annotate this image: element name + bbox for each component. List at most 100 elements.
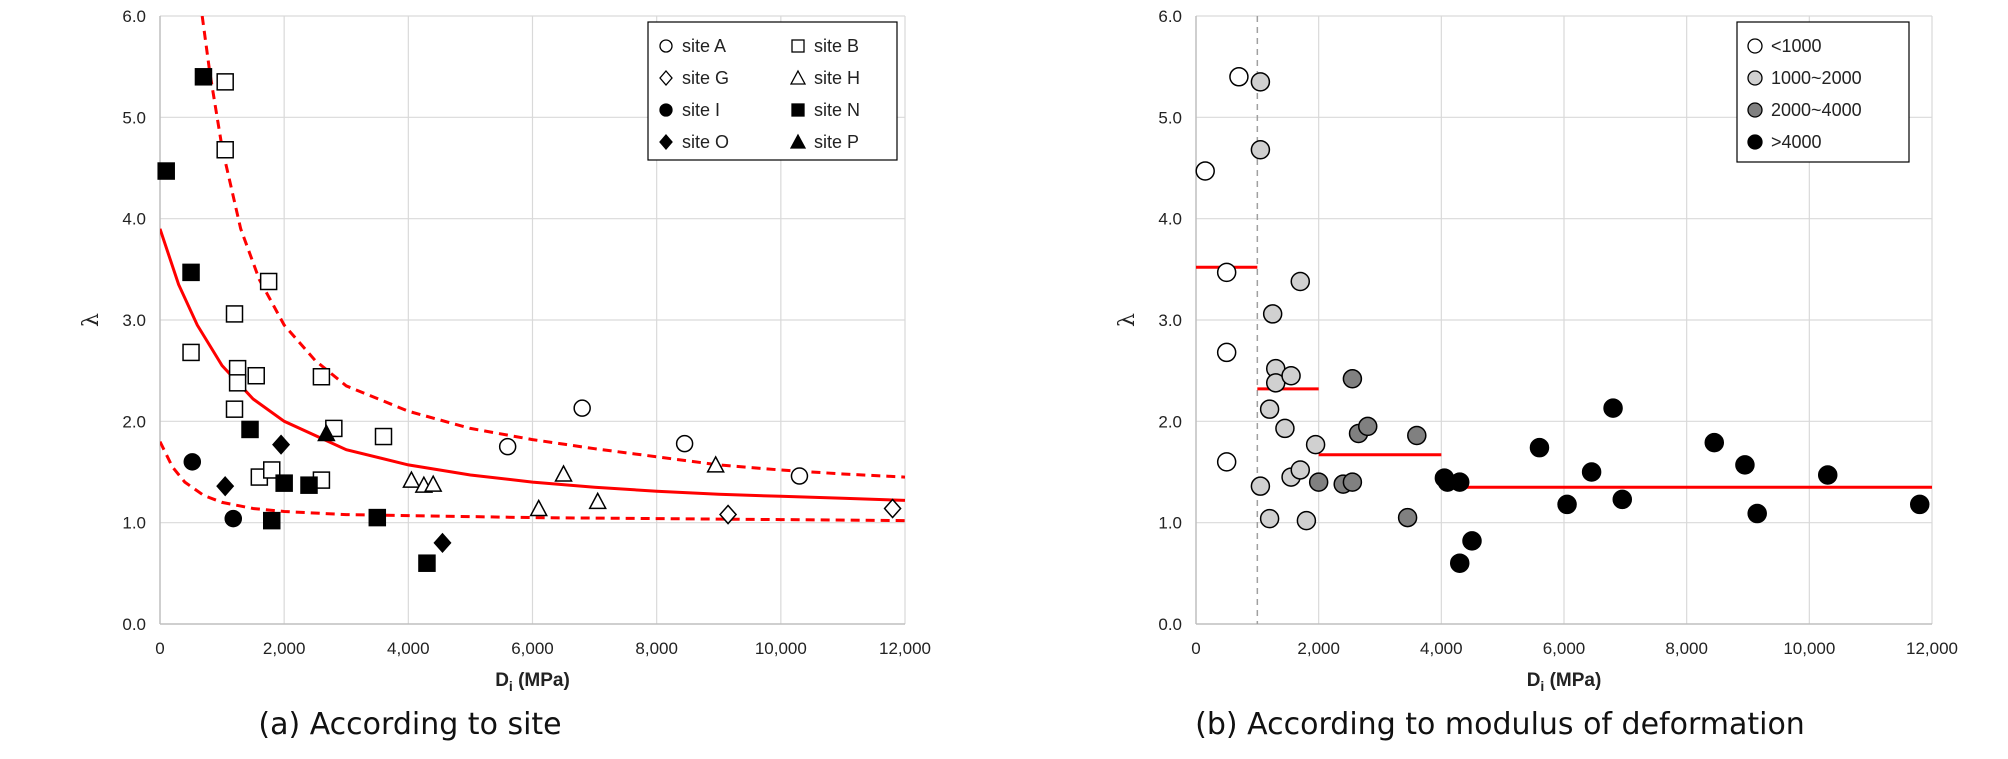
legend-marker (659, 70, 673, 86)
data-point (1557, 494, 1577, 515)
data-point (418, 554, 436, 572)
x-tick-label: 4,000 (387, 639, 430, 658)
data-point (1229, 67, 1249, 87)
y-tick-label: 0.0 (122, 615, 146, 634)
data-point (1250, 140, 1271, 160)
bound-curve-dashed (160, 440, 905, 523)
data-point (374, 427, 393, 446)
series-site-i (183, 453, 243, 528)
legend-label: site I (682, 100, 720, 120)
data-point (675, 434, 694, 453)
data-point (312, 367, 331, 386)
legend-marker (791, 103, 805, 117)
fit-curve-solid (160, 228, 905, 502)
legend-label: site H (814, 68, 860, 88)
y-tick-label: 3.0 (122, 311, 146, 330)
data-point (1747, 503, 1767, 524)
data-point (1250, 476, 1271, 496)
data-point (554, 464, 573, 482)
data-point (1259, 399, 1280, 419)
data-point (1281, 365, 1301, 386)
x-axis-title: Di (MPa) (495, 670, 570, 694)
legend-label: site P (814, 132, 859, 152)
legend-marker (1747, 134, 1763, 150)
caption-panel-b: (b) According to modulus of deformation (1195, 707, 1805, 742)
legend-marker (659, 134, 673, 150)
data-point (1704, 432, 1725, 453)
series--1000 (1195, 67, 1249, 472)
x-axis-title-unit: (MPa) (513, 670, 570, 691)
legend-marker (1747, 70, 1763, 86)
data-point (573, 399, 591, 417)
data-point (182, 343, 200, 362)
data-point (1817, 465, 1838, 485)
legend-box (1736, 21, 1910, 163)
data-point (1308, 472, 1329, 492)
legend: <1000 1000~2000 2000~4000 >4000 (1736, 21, 1910, 163)
data-point (216, 73, 234, 91)
legend-label: site G (682, 68, 729, 88)
y-tick-label: 3.0 (1158, 311, 1182, 330)
data-point (183, 453, 202, 471)
y-tick-label: 6.0 (1158, 7, 1182, 26)
data-point (263, 461, 281, 479)
data-point (1449, 472, 1470, 492)
y-tick-label: 1.0 (1158, 514, 1182, 533)
y-tick-label: 5.0 (1158, 108, 1182, 127)
legend-label: >4000 (1771, 132, 1822, 152)
data-point (272, 434, 291, 455)
x-tick-label: 12,000 (879, 639, 931, 658)
data-point (225, 305, 244, 323)
x-tick-label: 2,000 (263, 639, 306, 658)
data-point (259, 272, 278, 291)
data-point (423, 474, 443, 492)
series-site-n (157, 68, 436, 572)
y-tick-label: 0.0 (1158, 615, 1182, 634)
bound-curve-dashed (200, 16, 905, 479)
data-point (1290, 460, 1311, 480)
x-axis-title-main: D (495, 670, 509, 691)
y-tick-label: 6.0 (122, 7, 146, 26)
data-point (1449, 553, 1470, 573)
legend-marker (789, 133, 807, 149)
legend-box (647, 21, 898, 161)
series--4000 (1434, 398, 1930, 573)
data-point (719, 504, 738, 525)
x-tick-label: 6,000 (511, 639, 554, 658)
series-site-g (719, 498, 902, 525)
legend-label: 1000~2000 (1771, 68, 1862, 88)
x-axis-title-subscript: i (1540, 678, 1544, 694)
data-point (300, 476, 318, 494)
data-point (216, 141, 234, 159)
data-point (1195, 161, 1215, 181)
data-point (1462, 531, 1482, 551)
legend-marker (659, 39, 673, 53)
legend-label: site N (814, 100, 860, 120)
y-tick-label: 4.0 (122, 210, 146, 229)
data-point (588, 491, 607, 510)
series-site-p (317, 423, 336, 442)
data-point (317, 423, 336, 442)
series-site-a (498, 399, 809, 485)
data-point (247, 366, 265, 385)
data-point (1529, 437, 1550, 458)
data-point (1250, 72, 1271, 92)
x-tick-label: 8,000 (635, 639, 678, 658)
data-point (182, 263, 200, 282)
y-tick-label: 5.0 (122, 108, 146, 127)
data-point (883, 498, 902, 519)
data-point (1612, 489, 1633, 510)
x-tick-label: 10,000 (755, 639, 807, 658)
data-point (433, 532, 452, 554)
legend-marker (1747, 102, 1763, 118)
data-point (1397, 507, 1418, 528)
data-point (1290, 271, 1311, 292)
data-point (228, 374, 247, 392)
chart-panel-a: 0 2,000 4,000 6,000 8,000 10,000 12,000 0.0 1.0 2… (79, 7, 931, 694)
x-tick-label: 4,000 (1420, 639, 1463, 658)
legend-marker (1747, 38, 1763, 54)
data-point (224, 509, 243, 528)
series-site-b (182, 73, 393, 489)
chart-panel-b: 0 2,000 4,000 6,000 8,000 10,000 12,000 0.0 1.0 2… (1115, 7, 1958, 694)
data-point (1603, 398, 1623, 418)
